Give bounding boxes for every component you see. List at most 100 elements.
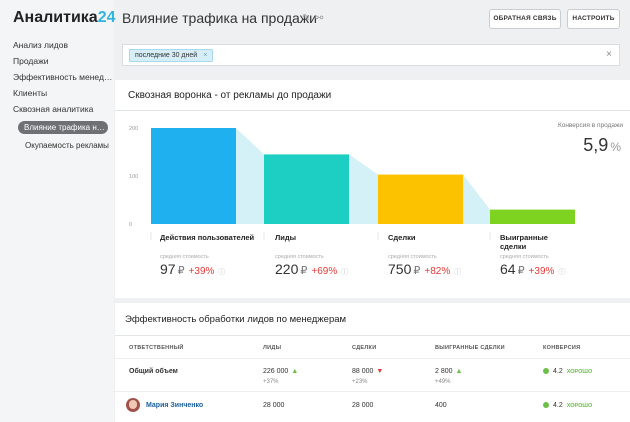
info-icon[interactable]: ⓘ [454, 269, 462, 276]
row-total-won: 2 800 ▲ [435, 368, 462, 375]
column-header-won-deals[interactable]: ВЫИГРАННЫЕ СДЕЛКИ [435, 345, 505, 351]
status-badge: ХОРОШО [566, 369, 593, 375]
sidebar-item-sales[interactable]: Продажи [13, 56, 49, 66]
remove-tag-icon[interactable]: × [203, 52, 208, 59]
currency-symbol: ₽ [177, 265, 185, 277]
sidebar-item-clients[interactable]: Клиенты [13, 88, 48, 98]
info-icon[interactable]: ⓘ [341, 269, 349, 276]
sidebar-item-end-to-end-analytics[interactable]: Сквозная аналитика [13, 104, 94, 114]
stage-cost: 64 [500, 261, 516, 277]
conversion-label: Конверсия в продажи [557, 122, 623, 129]
stage-name: Сделки [388, 233, 416, 242]
column-header-deals[interactable]: СДЕЛКИ [352, 345, 377, 351]
sidebar-subitem-traffic-impact[interactable]: Влияние трафика на продажи [18, 121, 108, 134]
clear-filter-icon[interactable]: × [606, 49, 612, 60]
row-total-leads-change: +37% [263, 379, 279, 385]
leads-value: 226 000 [263, 368, 289, 375]
info-icon[interactable]: ⓘ [558, 269, 566, 276]
efficiency-panel: Эффективность обработки лидов по менедже… [115, 303, 630, 422]
stage-avg-cost-label: средняя стоимость [275, 254, 324, 260]
stage-change: +82% [424, 266, 451, 277]
stage-won-deals: Выигранные сделки средняя стоимость 64 ₽ +… [500, 233, 600, 291]
stage-avg-cost-label: средняя стоимость [388, 254, 437, 260]
conversion-value: 4.2 [553, 402, 563, 409]
y-tick-label: 100 [129, 174, 138, 180]
status-dot-icon [543, 402, 549, 409]
stage-value: 97 ₽ +39% ⓘ [160, 261, 260, 277]
row-manager-deals: 28 000 [352, 402, 374, 409]
stage-deals: Сделки средняя стоимость 750 ₽ +82% ⓘ [388, 233, 488, 291]
manager-name-link[interactable]: Мария Зинченко [146, 402, 204, 409]
row-divider [115, 358, 630, 359]
app-logo[interactable]: Аналитика24 [13, 9, 116, 26]
row-manager-leads: 28 000 [263, 402, 285, 409]
row-total-deals: 88 000 ▼ [352, 368, 383, 375]
stage-cost: 750 [388, 261, 412, 277]
funnel-connector [236, 128, 264, 224]
settings-button[interactable]: НАСТРОИТЬ [567, 9, 620, 29]
sidebar-item-lead-analysis[interactable]: Анализ лидов [13, 40, 68, 50]
stage-user-actions: Действия пользователей средняя стоимость… [160, 233, 260, 291]
funnel-chart: 200 100 0 [129, 126, 575, 240]
funnel-title: Сквозная воронка - от рекламы до продажи [128, 90, 332, 101]
stage-value: 750 ₽ +82% ⓘ [388, 261, 488, 277]
funnel-connector [463, 174, 490, 224]
stage-avg-cost-label: средняя стоимость [500, 254, 549, 260]
conversion-unit: % [610, 140, 621, 154]
avatar[interactable] [126, 398, 140, 412]
row-manager-won: 400 [435, 402, 447, 409]
feedback-button[interactable]: ОБРАТНАЯ СВЯЗЬ [489, 9, 561, 29]
stage-cost: 97 [160, 261, 176, 277]
filter-tag[interactable]: последние 30 дней × [129, 49, 214, 62]
stage-leads: Лиды средняя стоимость 220 ₽ +69% ⓘ [275, 233, 375, 291]
page-title: Влияние трафика на продажи [122, 10, 317, 26]
funnel-bar [378, 174, 463, 224]
column-header-leads[interactable]: ЛИДЫ [263, 345, 282, 351]
stage-name: Выигранные сделки [500, 233, 548, 251]
conversion-number: 5,9 [583, 135, 609, 155]
row-total-won-change: +49% [435, 379, 451, 385]
sidebar-subitem-ad-roi[interactable]: Окупаемость рекламы [25, 141, 109, 150]
row-manager-conversion: 4.2 ХОРОШО [543, 402, 592, 409]
row-divider [115, 391, 630, 392]
funnel-bar [490, 209, 575, 224]
stage-name: Лиды [275, 233, 297, 242]
stage-change: +69% [311, 266, 338, 277]
arrow-up-icon: ▲ [291, 368, 299, 375]
funnel-bar [151, 128, 236, 224]
edit-icon[interactable]: ✎ [302, 13, 311, 24]
arrow-up-icon: ▲ [455, 368, 463, 375]
funnel-connector [349, 154, 378, 224]
link-icon[interactable]: ⚯ [315, 13, 324, 24]
column-header-conversion[interactable]: КОНВЕРСИЯ [543, 345, 581, 351]
filter-bar[interactable]: последние 30 дней × × [122, 44, 620, 66]
stage-value: 64 ₽ +39% ⓘ [500, 261, 600, 277]
row-total-leads: 226 000 ▲ [263, 368, 298, 375]
status-badge: ХОРОШО [566, 403, 593, 409]
conversion-value: 5,9% [525, 135, 621, 156]
stage-name: Действия пользователей [160, 233, 255, 242]
row-total-deals-change: +23% [352, 379, 368, 385]
sidebar-item-manager-efficiency[interactable]: Эффективность менеджеров [13, 72, 113, 82]
won-value: 2 800 [435, 368, 453, 375]
funnel-bar [264, 154, 349, 224]
sidebar: Аналитика24 Анализ лидов Продажи Эффекти… [0, 0, 116, 422]
filter-tag-label: последние 30 дней [135, 52, 198, 59]
currency-symbol: ₽ [413, 265, 421, 277]
y-tick-label: 200 [129, 126, 138, 132]
info-icon[interactable]: ⓘ [218, 269, 226, 276]
arrow-down-icon: ▼ [376, 368, 384, 375]
y-tick-label: 0 [129, 222, 132, 228]
efficiency-title: Эффективность обработки лидов по менедже… [125, 314, 347, 325]
column-header-responsible[interactable]: ОТВЕТСТВЕННЫЙ [129, 345, 184, 351]
currency-symbol: ₽ [517, 265, 525, 277]
status-dot-icon [543, 368, 549, 375]
divider [115, 110, 630, 111]
stage-cost: 220 [275, 261, 299, 277]
stage-change: +39% [188, 266, 215, 277]
divider [115, 335, 630, 336]
deals-value: 88 000 [352, 368, 374, 375]
currency-symbol: ₽ [300, 265, 308, 277]
row-total-conversion: 4.2 ХОРОШО [543, 368, 592, 375]
conversion-value: 4.2 [553, 368, 563, 375]
